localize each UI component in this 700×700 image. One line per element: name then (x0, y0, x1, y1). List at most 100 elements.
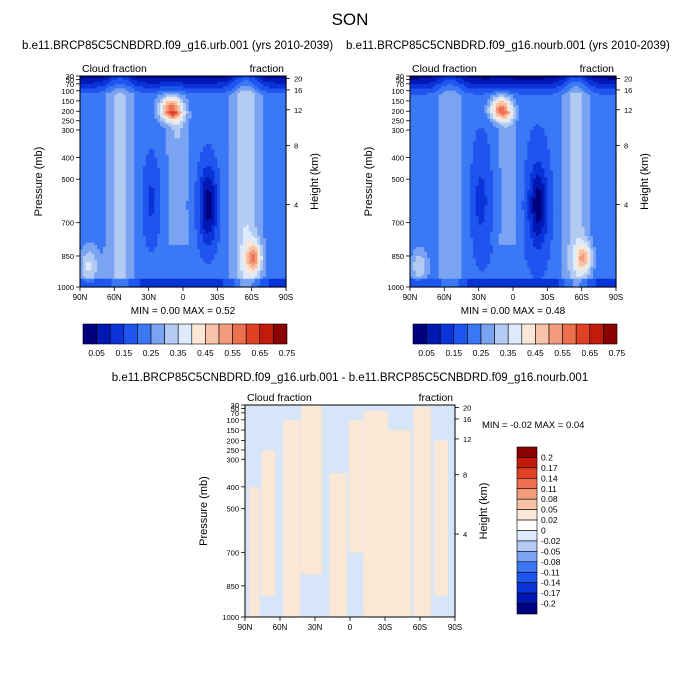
contour-cell (214, 264, 218, 267)
contour-cell (200, 124, 204, 127)
contour-cell (208, 128, 213, 131)
contour-cell (185, 233, 190, 237)
contour-cell (100, 172, 104, 176)
contour-cell (174, 118, 178, 122)
contour-cell (142, 282, 147, 286)
contour-cell (137, 81, 141, 85)
contour-cell (111, 222, 115, 226)
contour-cell (157, 244, 161, 248)
contour-cell (174, 270, 178, 274)
contour-cell (134, 231, 138, 235)
contour-cell (97, 122, 101, 126)
contour-cell (137, 77, 141, 81)
contour-cell (174, 185, 178, 189)
contour-cell (162, 109, 167, 112)
contour-cell (145, 138, 150, 142)
contour-cell (134, 107, 138, 110)
contour-cell (117, 235, 121, 239)
contour-cell (120, 122, 124, 126)
contour-cell (208, 179, 213, 182)
contour-cell (194, 154, 198, 159)
contour-cell (223, 163, 227, 167)
contour-cell (128, 130, 133, 134)
contour-cell (220, 128, 224, 131)
contour-cell (197, 222, 201, 226)
contour-cell (140, 233, 144, 237)
contour-cell (82, 200, 87, 204)
contour-cell (214, 238, 218, 242)
contour-cell (97, 179, 101, 182)
contour-cell (208, 253, 213, 257)
contour-cell (94, 258, 98, 261)
contour-cell (131, 229, 135, 233)
contour-cell (208, 266, 213, 269)
contour-cell (148, 187, 153, 191)
contour-cell (211, 163, 216, 167)
contour-cell (131, 77, 135, 81)
contour-cell (183, 213, 187, 217)
contour-cell (203, 192, 207, 195)
contour-cell (220, 177, 224, 180)
contour-cell (185, 149, 190, 153)
contour-cell (217, 251, 221, 255)
contour-cell (120, 76, 124, 79)
contour-cell (125, 194, 130, 198)
contour-cell (171, 183, 176, 187)
contour-cell (117, 222, 121, 226)
contour-cell (160, 229, 164, 233)
contour-cell (88, 253, 93, 257)
contour-cell (85, 207, 90, 211)
contour-cell (211, 98, 216, 102)
contour-cell (203, 116, 207, 120)
contour-cell (120, 90, 124, 94)
contour-cell (191, 247, 196, 250)
contour-cell (114, 77, 118, 81)
contour-cell (151, 98, 155, 102)
contour-cell (85, 161, 90, 165)
contour-cell (174, 213, 178, 217)
contour-cell (177, 262, 181, 265)
contour-cell (102, 94, 107, 98)
contour-cell (162, 181, 167, 185)
contour-cell (183, 209, 187, 213)
contour-cell (117, 118, 121, 122)
contour-cell (134, 284, 138, 288)
contour-cell (120, 227, 124, 230)
contour-cell (140, 168, 144, 172)
contour-cell (125, 79, 130, 83)
contour-cell (180, 111, 184, 114)
contour-cell (200, 146, 204, 150)
contour-cell (225, 96, 230, 100)
contour-cell (197, 211, 201, 215)
contour-cell (100, 282, 104, 286)
contour-cell (105, 132, 110, 137)
contour-cell (223, 247, 227, 250)
contour-cell (108, 92, 113, 96)
contour-cell (171, 284, 176, 288)
contour-cell (171, 247, 176, 250)
contour-cell (185, 102, 190, 106)
contour-cell (208, 159, 213, 163)
panel-3-title: b.e11.BRCP85C5CNBDRD.f09_g16.urb.001 - b… (111, 372, 589, 384)
contour-cell (105, 118, 110, 122)
contour-cell (165, 190, 170, 193)
contour-cell (168, 229, 173, 233)
contour-cell (128, 183, 133, 187)
contour-cell (91, 113, 95, 116)
contour-cell (223, 258, 227, 261)
contour-cell (194, 124, 198, 127)
contour-cell (151, 163, 155, 167)
contour-cell (211, 154, 216, 159)
contour-cell (94, 105, 98, 108)
contour-cell (154, 138, 158, 142)
contour-cell (120, 220, 124, 224)
contour-cell (203, 205, 207, 209)
contour-cell (197, 159, 201, 163)
contour-cell (120, 194, 124, 198)
contour-cell (208, 280, 213, 284)
contour-cell (214, 272, 218, 276)
contour-cell (205, 262, 210, 265)
contour-cell (157, 276, 161, 280)
contour-cell (197, 79, 201, 83)
contour-cell (188, 264, 193, 267)
